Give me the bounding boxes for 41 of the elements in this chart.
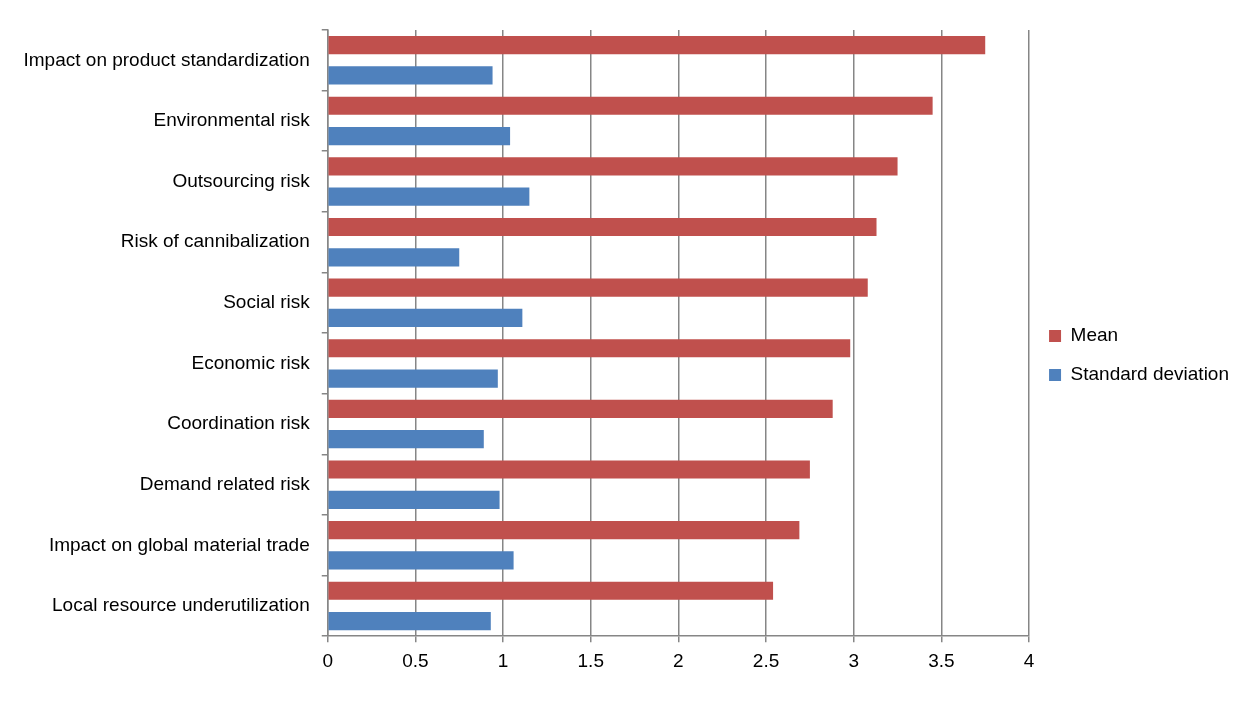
bar bbox=[328, 248, 460, 267]
x-tick-label: 1 bbox=[497, 649, 509, 671]
y-tick-label: Outsourcing risk bbox=[172, 169, 311, 191]
x-tick-label: 3 bbox=[848, 649, 860, 671]
bar bbox=[328, 96, 933, 115]
y-tick-label: Local resource underutilization bbox=[52, 594, 310, 616]
x-tick-label: 2 bbox=[673, 649, 684, 671]
bar bbox=[328, 551, 514, 570]
legend-label: Standard deviation bbox=[1070, 363, 1230, 385]
y-tick-label: Social risk bbox=[223, 291, 311, 313]
x-tick-label: 1.5 bbox=[577, 649, 604, 671]
legend-label: Mean bbox=[1070, 324, 1119, 346]
bar bbox=[328, 126, 511, 146]
bar bbox=[328, 611, 491, 631]
y-tick-label: Demand related risk bbox=[139, 472, 311, 494]
y-tick-label: Impact on global material trade bbox=[48, 533, 310, 555]
bar bbox=[328, 339, 851, 358]
bar bbox=[328, 399, 833, 418]
bar bbox=[328, 36, 986, 55]
bar bbox=[328, 187, 530, 206]
x-tick-label: 0 bbox=[322, 649, 334, 671]
bar bbox=[328, 490, 500, 509]
y-tick-label: Risk of cannibalization bbox=[120, 230, 310, 252]
x-tick-label: 4 bbox=[1023, 649, 1035, 671]
y-tick-label: Environmental risk bbox=[153, 109, 311, 131]
y-tick-label: Coordination risk bbox=[167, 412, 311, 434]
bar bbox=[328, 430, 484, 449]
y-tick-label: Impact on product standardization bbox=[23, 48, 310, 70]
x-tick-label: 0.5 bbox=[402, 649, 429, 671]
x-tick-label: 3.5 bbox=[928, 649, 955, 671]
y-tick-label: Economic risk bbox=[191, 351, 311, 373]
x-tick-label: 2.5 bbox=[752, 649, 780, 671]
bar bbox=[328, 521, 800, 540]
bar bbox=[328, 157, 898, 176]
bar bbox=[328, 217, 877, 237]
bar bbox=[328, 66, 493, 85]
bar bbox=[328, 460, 810, 479]
bar bbox=[328, 308, 523, 328]
bar bbox=[328, 369, 498, 388]
bar bbox=[328, 581, 774, 600]
bar bbox=[328, 278, 868, 297]
